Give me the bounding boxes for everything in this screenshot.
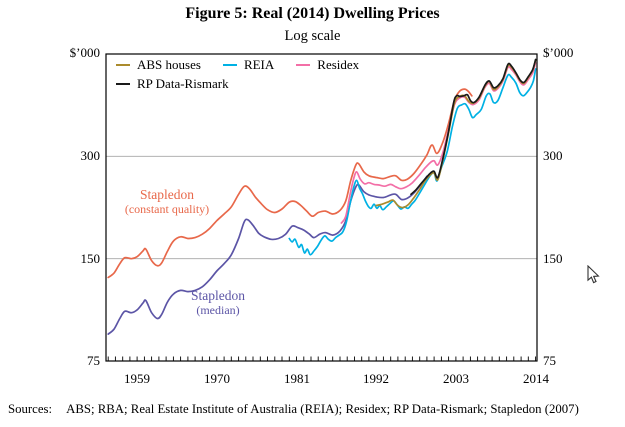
annotation-line: Stapledon (140, 187, 194, 202)
annotation-stapledon-constant-quality: Stapledon (constant quality) (102, 187, 232, 217)
series-line-stapledon-median- (107, 175, 428, 335)
plot-border (105, 53, 538, 362)
sources-line: Sources: ABS; RBA; Real Estate Institute… (8, 402, 620, 417)
y-axis-unit-label-left: $’000 (69, 45, 100, 60)
x-tick-label-2014: 2014 (523, 371, 549, 386)
series-line-stapledon-constant-quality- (107, 88, 473, 279)
y-tick-label-left-75: 75 (87, 353, 100, 368)
legend-swatch-icon (116, 63, 130, 67)
mouse-pointer-icon (586, 264, 602, 290)
chart-legend: ABS houses REIA Residex RP Data-Rismark (116, 57, 421, 92)
annotation-line: (constant quality) (124, 202, 210, 216)
series-line-reia (288, 68, 537, 256)
legend-item-rp-data-rismark: RP Data-Rismark (116, 76, 229, 92)
legend-item-residex: Residex (296, 57, 359, 73)
y-axis-unit-label-right: $’000 (543, 45, 574, 60)
sources-label: Sources: (8, 402, 53, 416)
legend-label: RP Data-Rismark (137, 76, 229, 91)
series-line-residex (340, 62, 537, 224)
x-tick-label-2003: 2003 (443, 371, 469, 386)
legend-swatch-icon (222, 63, 237, 67)
y-tick-label-left-300: 300 (80, 148, 101, 163)
legend-swatch-icon (116, 82, 130, 86)
annotation-line: Stapledon (191, 288, 245, 303)
legend-swatch-icon (296, 63, 311, 67)
y-tick-label-right-300: 300 (543, 148, 563, 163)
legend-label: REIA (243, 57, 275, 72)
sources-text: ABS; RBA; Real Estate Institute of Austr… (66, 402, 579, 416)
y-tick-label-right-75: 75 (543, 353, 556, 368)
legend-item-reia: REIA (222, 57, 275, 73)
y-tick-label-right-150: 150 (543, 251, 563, 266)
legend-label: Residex (317, 57, 360, 72)
annotation-line: (median) (196, 303, 240, 317)
x-tick-label-1970: 1970 (204, 371, 230, 386)
x-tick-label-1959: 1959 (124, 371, 150, 386)
annotation-stapledon-median: Stapledon (median) (153, 288, 283, 318)
series-line-rp-data-rismark (410, 58, 537, 196)
figure-title: Figure 5: Real (2014) Dwelling Prices (185, 5, 440, 22)
legend-item-abs-houses: ABS houses (116, 57, 201, 73)
legend-label: ABS houses (137, 57, 201, 72)
x-tick-label-1981: 1981 (284, 371, 310, 386)
x-tick-label-1992: 1992 (363, 371, 389, 386)
y-tick-label-left-150: 150 (80, 251, 101, 266)
figure-subtitle: Log scale (284, 28, 341, 44)
